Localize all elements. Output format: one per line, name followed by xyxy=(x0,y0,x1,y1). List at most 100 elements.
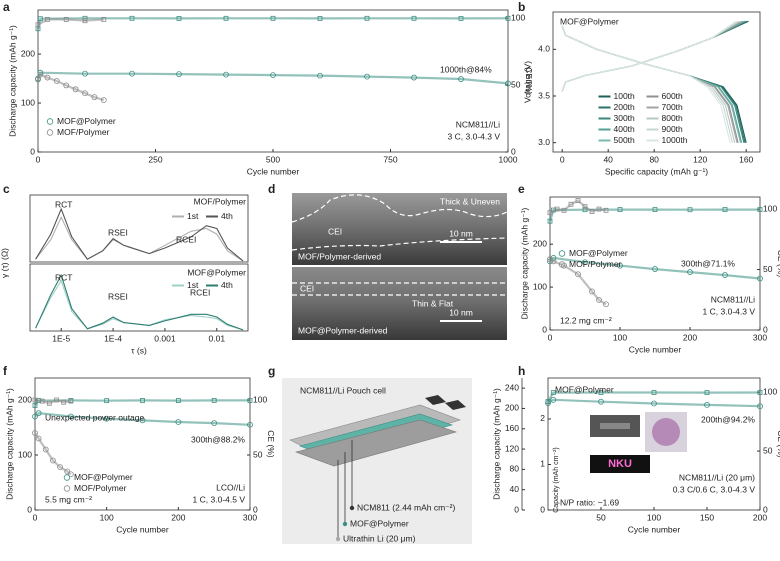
y-tick-label: 0 xyxy=(540,504,545,514)
annotation: RCEI xyxy=(190,287,210,297)
y-tick-label: 0 xyxy=(30,146,35,156)
tem-label: CEI xyxy=(300,283,314,293)
y-axis-label: Discharge capacity (mAh g⁻¹) xyxy=(7,25,17,137)
y-tick-label: 100 xyxy=(763,386,777,396)
marker xyxy=(617,207,623,212)
marker xyxy=(561,207,567,213)
marker xyxy=(45,16,50,22)
series-line xyxy=(36,17,509,30)
marker xyxy=(32,397,38,403)
marker xyxy=(63,16,69,22)
panel-label: c xyxy=(3,182,10,196)
marker xyxy=(46,400,52,406)
y2-axis-label: CE (%) xyxy=(524,67,534,95)
legend-symbol xyxy=(558,250,566,257)
annotation: RSEI xyxy=(108,227,128,237)
series-line xyxy=(34,398,71,405)
x-tick-label: 0 xyxy=(560,154,565,164)
legend-label: MOF@Polymer xyxy=(74,472,133,482)
scale-label: 10 nm xyxy=(449,228,473,238)
annotation: NCM811//Li xyxy=(711,294,755,304)
legend-symbol xyxy=(558,261,566,268)
annotation: 0.3 C/0.6 C, 3.0-4.3 V xyxy=(673,484,756,494)
y-axis-label: γ (τ) (Ω) xyxy=(0,248,9,278)
marker xyxy=(67,413,74,420)
y-tick-label: 240 xyxy=(505,382,519,392)
series-line xyxy=(36,71,509,85)
series-line xyxy=(35,207,244,262)
panel-background xyxy=(282,378,472,544)
y2-axis-label: CE (%) xyxy=(266,430,276,458)
legend-label: 100th xyxy=(614,91,636,101)
y-tick-label: 0 xyxy=(27,504,32,514)
legend-label: 300th xyxy=(614,113,636,123)
annotation: 1000th@84% xyxy=(440,64,492,74)
annotation: 12.2 mg cm⁻² xyxy=(560,315,612,325)
series-line xyxy=(561,20,747,143)
series-line xyxy=(561,20,737,143)
marker xyxy=(364,73,370,80)
x-tick-label: 0 xyxy=(36,154,41,164)
marker xyxy=(50,457,56,464)
x-tick-label: 0 xyxy=(548,332,553,342)
layer-label: MOF@Polymer xyxy=(350,518,409,528)
annotation: MOF@Polymer xyxy=(560,16,619,26)
marker xyxy=(57,464,63,471)
marker xyxy=(458,16,464,21)
legend-symbol xyxy=(63,485,71,492)
legend-label: 600th xyxy=(662,91,684,101)
marker xyxy=(757,275,763,282)
marker xyxy=(32,403,38,408)
y-tick-label: 3.0 xyxy=(538,137,550,147)
y-axis-label: Discharge capacity (mAh g⁻¹) xyxy=(519,207,529,319)
marker xyxy=(53,78,60,84)
legend-label: 400th xyxy=(614,124,636,134)
annotation: N/P ratio: ~1.69 xyxy=(560,497,619,507)
panel-label: e xyxy=(518,182,525,196)
y-tick-label: 100 xyxy=(18,449,32,459)
y-tick-label: 100 xyxy=(21,97,35,107)
legend-label: MOF/Polymer xyxy=(74,483,127,493)
marker xyxy=(39,398,45,404)
y-tick-label: 200 xyxy=(505,403,519,413)
series-line xyxy=(561,20,744,143)
y-tick-label: 0 xyxy=(511,146,516,156)
marker xyxy=(617,262,623,269)
y-tick-label: 0 xyxy=(763,324,768,334)
marker xyxy=(176,71,182,78)
marker xyxy=(100,97,107,103)
series-line xyxy=(37,18,104,26)
x-tick-label: 160 xyxy=(739,154,753,164)
legend-label: 700th xyxy=(662,102,684,112)
y-tick-label: 50 xyxy=(763,264,773,274)
tem-image xyxy=(292,193,507,265)
annotation: MOF/Polymer xyxy=(194,196,247,206)
marker xyxy=(589,209,595,214)
tem-label: MOF@Polymer-derived xyxy=(298,325,388,335)
x-tick-label: 150 xyxy=(700,512,714,522)
marker xyxy=(223,15,229,21)
y3-axis-label: Capacity (mAh cm⁻²) xyxy=(553,447,560,513)
series-line xyxy=(561,20,746,143)
annotation: MOF@Polymer xyxy=(555,384,614,394)
annotation: 3 C, 3.0-4.3 V xyxy=(448,131,501,141)
x-axis-label: Specific capacity (mAh g⁻¹) xyxy=(605,166,708,176)
marker xyxy=(82,18,88,24)
photo xyxy=(590,455,650,473)
x-axis-label: Cycle number xyxy=(247,166,300,176)
x-tick-label: 200 xyxy=(683,332,697,342)
scale-bar xyxy=(440,241,482,243)
marker xyxy=(35,435,42,442)
marker xyxy=(582,204,588,210)
panel-label: a xyxy=(3,0,10,14)
y-tick-label: 50 xyxy=(763,445,773,455)
x-tick-label: 1E-5 xyxy=(52,333,70,343)
y-tick-label: 120 xyxy=(505,443,519,453)
y-tick-label: 160 xyxy=(505,423,519,433)
marker xyxy=(270,72,276,79)
marker xyxy=(101,16,107,22)
marker xyxy=(757,403,763,410)
layer-label: NCM811 (2.44 mAh cm⁻²) xyxy=(357,502,455,512)
marker xyxy=(582,259,588,266)
x-tick-label: 0.001 xyxy=(154,333,176,343)
